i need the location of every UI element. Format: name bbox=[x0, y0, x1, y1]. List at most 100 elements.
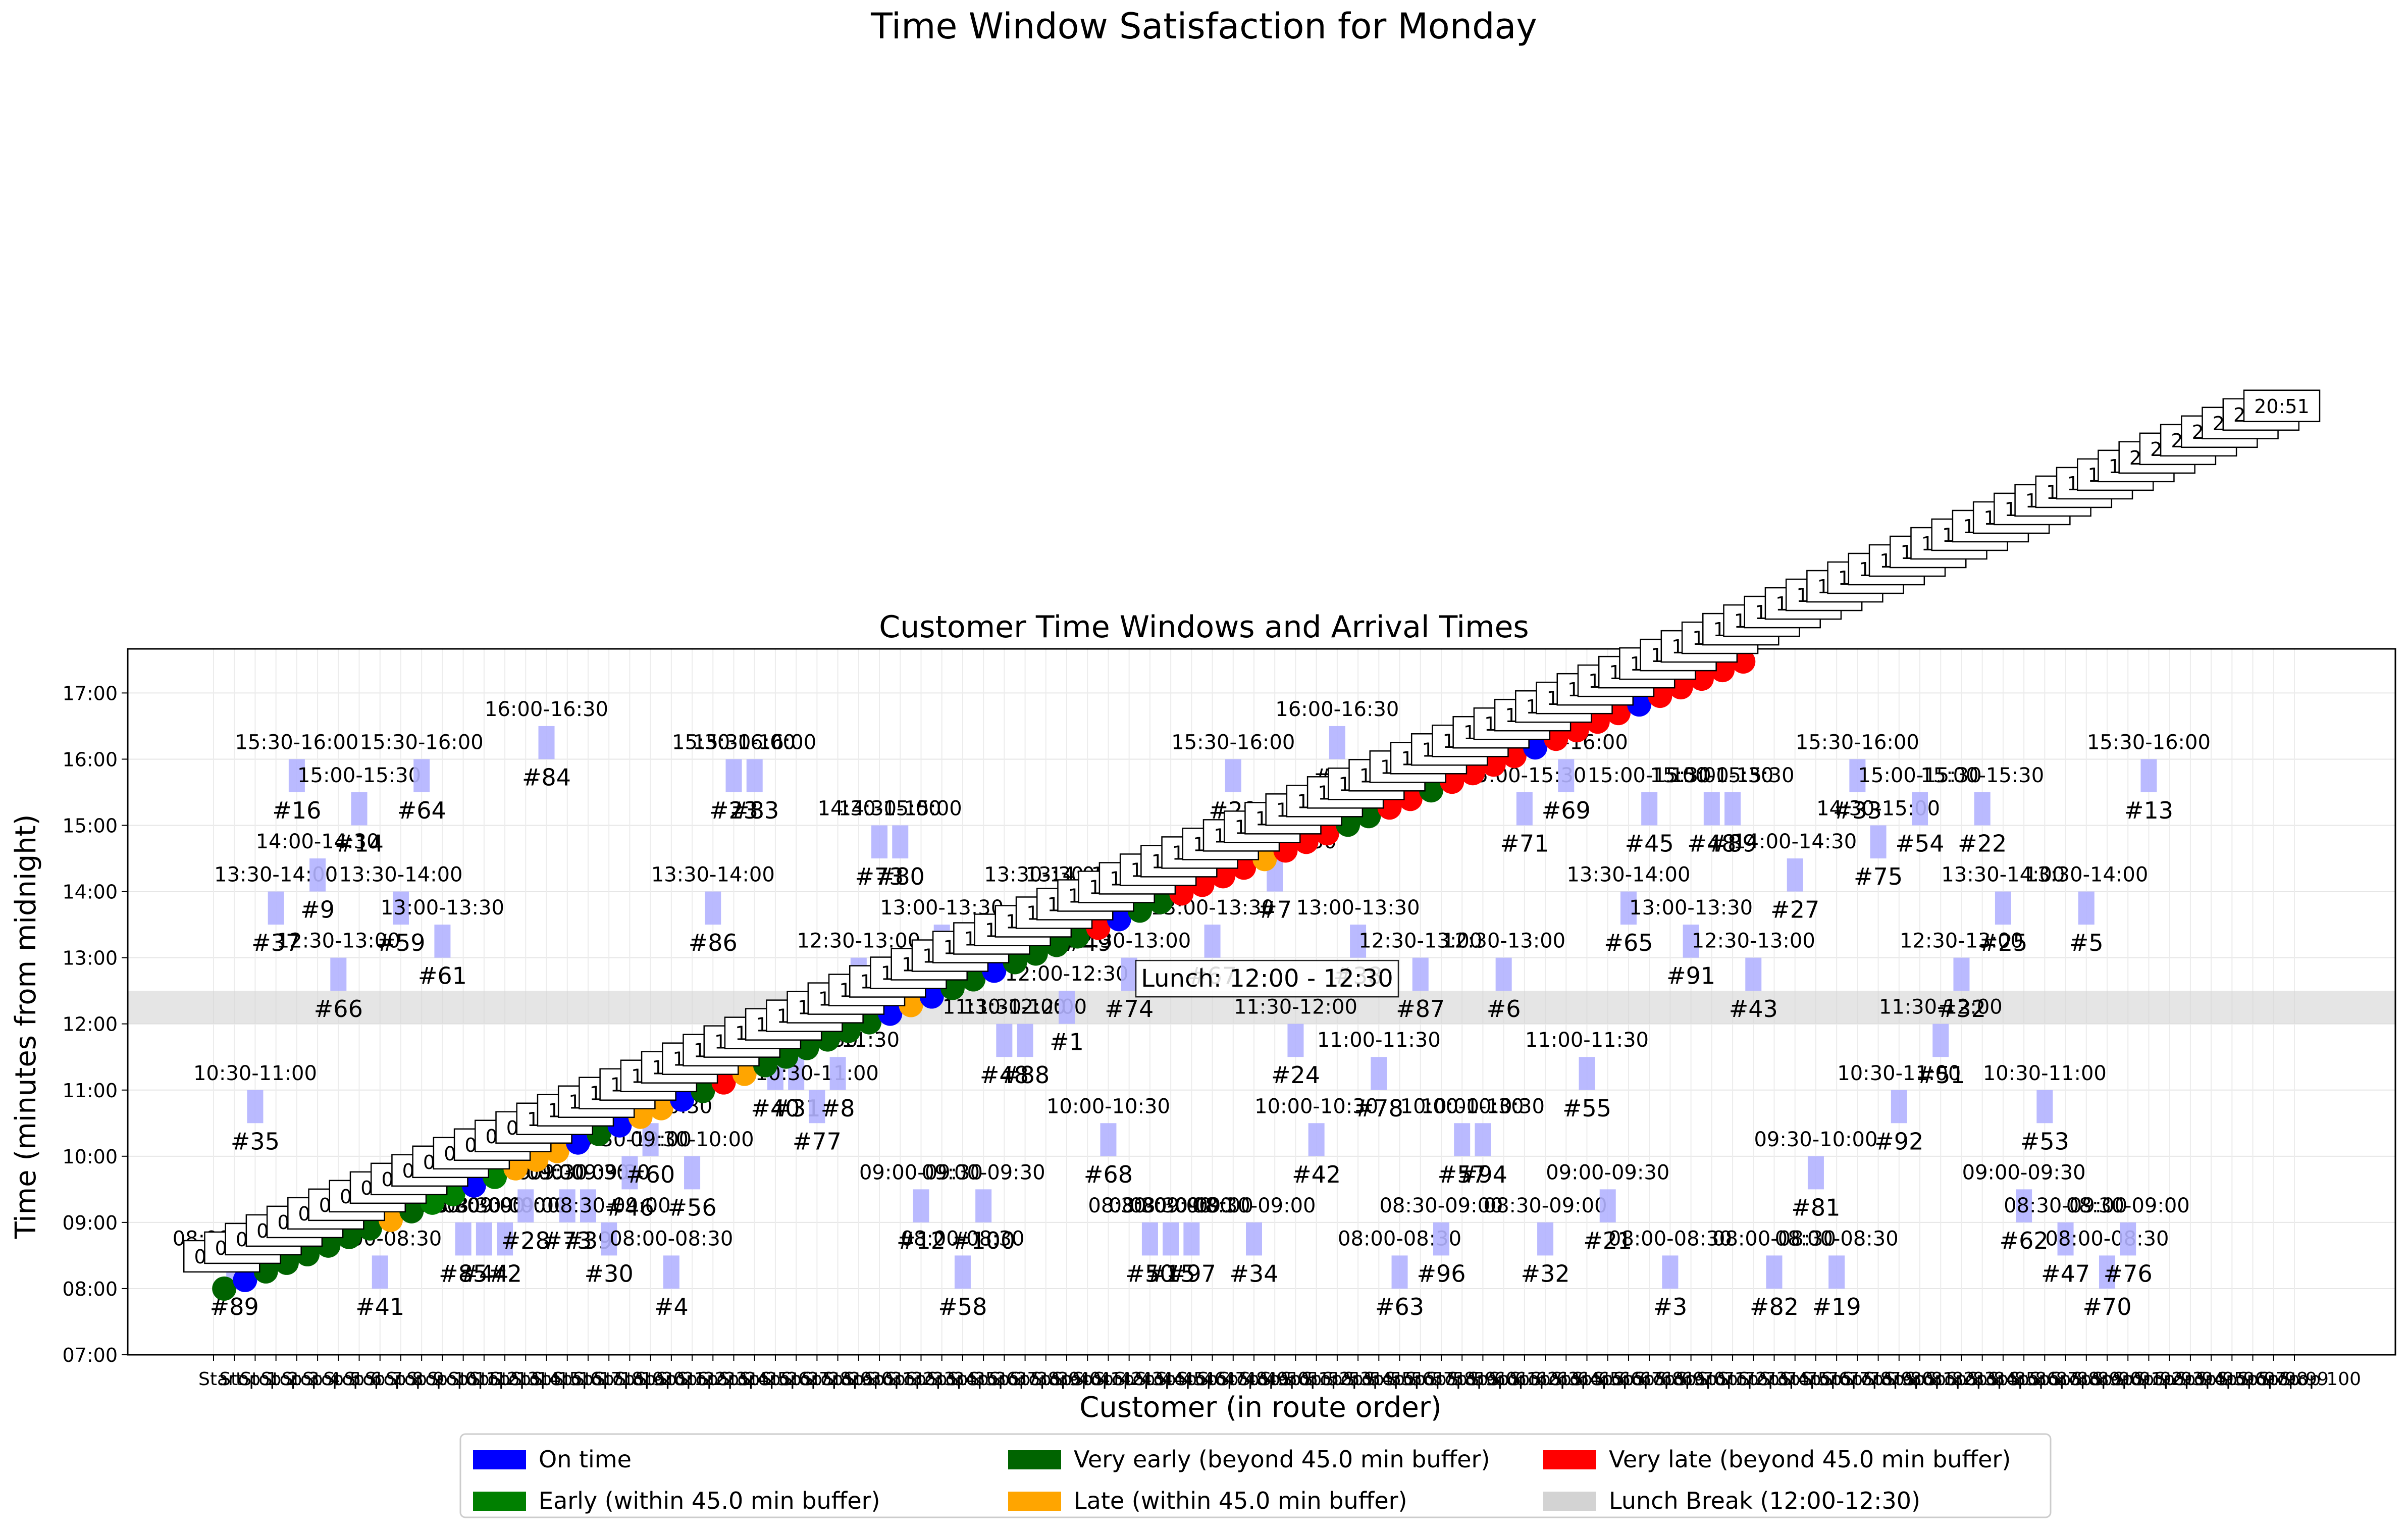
customer-id-label: #97 bbox=[1167, 1260, 1216, 1287]
x-tick-label: Stop 41 bbox=[1052, 1369, 1122, 1390]
time-window-label: 15:30-16:00 bbox=[1796, 731, 1919, 754]
time-window-label: 08:30-09:00 bbox=[1088, 1194, 1212, 1217]
time-window-label: 13:30-14:00 bbox=[1941, 863, 2065, 887]
x-tick-label: Stop 19 bbox=[594, 1369, 664, 1390]
customer-id-label: #71 bbox=[1500, 830, 1549, 857]
x-tick-label: Stop 47 bbox=[1176, 1369, 1246, 1390]
time-window-bar bbox=[1683, 925, 1699, 958]
x-tick-label: Stop 100 bbox=[2279, 1369, 2361, 1390]
x-tick-label: Stop 14 bbox=[490, 1369, 560, 1390]
time-window-bar bbox=[1703, 792, 1720, 826]
customer-id-label: #8 bbox=[821, 1095, 855, 1122]
customer-id-label: #14 bbox=[335, 830, 384, 857]
time-window-bar bbox=[975, 1189, 992, 1222]
x-tick-label: Stop 75 bbox=[1759, 1369, 1829, 1390]
legend-label: Late (within 45.0 min buffer) bbox=[1074, 1487, 1407, 1514]
customer-id-label: #28 bbox=[501, 1227, 550, 1254]
customer-id-label: #91 bbox=[1666, 962, 1715, 990]
time-window-bar bbox=[1641, 792, 1658, 826]
x-tick-label: Stop 95 bbox=[2175, 1369, 2245, 1390]
customer-id-label: #69 bbox=[1542, 797, 1591, 824]
time-window-label: 12:30-13:00 bbox=[1692, 930, 1815, 953]
time-window-label: 09:30-10:00 bbox=[631, 1128, 754, 1151]
time-window-bar bbox=[1537, 1222, 1554, 1256]
time-window-label: 15:00-15:30 bbox=[1650, 764, 1773, 787]
time-window-bar bbox=[1620, 891, 1637, 925]
chart-title: Customer Time Windows and Arrival Times bbox=[879, 609, 1529, 645]
time-window-label: 15:30-16:00 bbox=[1171, 731, 1295, 754]
x-tick-label: Stop 62 bbox=[1489, 1369, 1559, 1390]
time-window-bar bbox=[2120, 1222, 2136, 1256]
customer-id-label: #7 bbox=[1258, 896, 1292, 924]
x-tick-label: Stop 81 bbox=[1884, 1369, 1954, 1390]
customer-id-label: #47 bbox=[2041, 1260, 2090, 1287]
legend-swatch bbox=[1008, 1450, 1061, 1469]
customer-id-label: #80 bbox=[876, 863, 925, 890]
x-tick-label: Stop 51 bbox=[1260, 1369, 1330, 1390]
x-tick-label: Stop 8 bbox=[365, 1369, 424, 1390]
customer-id-label: #55 bbox=[1562, 1095, 1611, 1122]
customer-id-label: #33 bbox=[1833, 797, 1882, 824]
time-window-label: 13:00-13:30 bbox=[381, 896, 504, 920]
time-window-bar bbox=[413, 759, 430, 792]
x-tick-label: Stop 74 bbox=[1738, 1369, 1808, 1390]
customer-id-label: #34 bbox=[1229, 1260, 1278, 1287]
x-tick-label: Stop 26 bbox=[740, 1369, 810, 1390]
time-window-label: 08:00-08:30 bbox=[609, 1227, 733, 1250]
time-window-label: 10:30-11:00 bbox=[1837, 1062, 1961, 1085]
time-window-label: 10:30-11:00 bbox=[193, 1062, 317, 1085]
customer-id-label: #66 bbox=[314, 995, 363, 1023]
time-window-bar bbox=[2140, 759, 2157, 792]
time-window-bar bbox=[330, 957, 347, 991]
arrival-label-box bbox=[2243, 389, 2321, 423]
x-tick-label: Stop 15 bbox=[510, 1369, 581, 1390]
customer-id-label: #73 bbox=[855, 863, 904, 890]
time-window-label: 11:30-12:00 bbox=[1234, 996, 1357, 1019]
arrival-label: 20:51 bbox=[2254, 395, 2310, 418]
time-window-bar bbox=[2099, 1255, 2116, 1289]
customer-id-label: #13 bbox=[2124, 797, 2173, 824]
x-tick-label: Stop 43 bbox=[1093, 1369, 1163, 1390]
customer-id-label: #30 bbox=[585, 1260, 634, 1287]
time-window-bar bbox=[1163, 1222, 1179, 1256]
time-window-bar bbox=[1828, 1255, 1845, 1289]
time-window-bar bbox=[1953, 957, 1970, 991]
time-window-bar bbox=[1974, 792, 1991, 826]
time-window-label: 15:30-16:00 bbox=[360, 731, 484, 754]
x-tick-label: Stop 68 bbox=[1613, 1369, 1684, 1390]
time-window-label: 08:00-08:30 bbox=[1712, 1227, 1836, 1250]
y-tick-label: 11:00 bbox=[62, 1080, 118, 1102]
customer-id-label: #63 bbox=[1375, 1293, 1424, 1320]
customer-id-label: #6 bbox=[1487, 995, 1521, 1023]
customer-id-label: #89 bbox=[1708, 830, 1757, 857]
axes-frame bbox=[127, 648, 2396, 1356]
customer-id-label: #76 bbox=[2104, 1260, 2153, 1287]
customer-id-label: #5 bbox=[2069, 929, 2104, 956]
x-tick-label: Stop 17 bbox=[552, 1369, 622, 1390]
time-window-label: 08:30-09:00 bbox=[1192, 1194, 1316, 1217]
time-window-bar bbox=[1371, 1057, 1387, 1090]
customer-id-label: #45 bbox=[1625, 830, 1674, 857]
time-window-label: 15:00-15:30 bbox=[1671, 764, 1795, 787]
x-tick-label: Stop 60 bbox=[1447, 1369, 1517, 1390]
x-tick-label: Stop 44 bbox=[1114, 1369, 1184, 1390]
time-window-label: 15:00-15:30 bbox=[1858, 764, 1982, 787]
time-window-bar bbox=[642, 1123, 659, 1156]
time-window-bar bbox=[705, 891, 721, 925]
lunch-label-box bbox=[1135, 959, 1399, 998]
time-window-bar bbox=[1766, 1255, 1783, 1289]
x-tick-label: Stop 85 bbox=[1967, 1369, 2037, 1390]
x-tick-label: Stop 93 bbox=[2133, 1369, 2204, 1390]
time-window-label: 09:00-09:30 bbox=[922, 1161, 1045, 1184]
time-window-bar bbox=[580, 1189, 596, 1222]
legend-label: Very early (beyond 45.0 min buffer) bbox=[1074, 1446, 1490, 1473]
time-window-label: 08:30-09:00 bbox=[1379, 1194, 1503, 1217]
x-tick-label: Stop 66 bbox=[1572, 1369, 1642, 1390]
x-tick-label: Stop 63 bbox=[1509, 1369, 1580, 1390]
customer-id-label: #87 bbox=[1396, 995, 1445, 1023]
time-window-bar bbox=[1121, 957, 1137, 991]
x-tick-label: Stop 76 bbox=[1780, 1369, 1850, 1390]
x-tick-label: Stop 70 bbox=[1655, 1369, 1725, 1390]
x-tick-label: Stop 9 bbox=[386, 1369, 444, 1390]
x-tick-label: Stop 24 bbox=[698, 1369, 768, 1390]
